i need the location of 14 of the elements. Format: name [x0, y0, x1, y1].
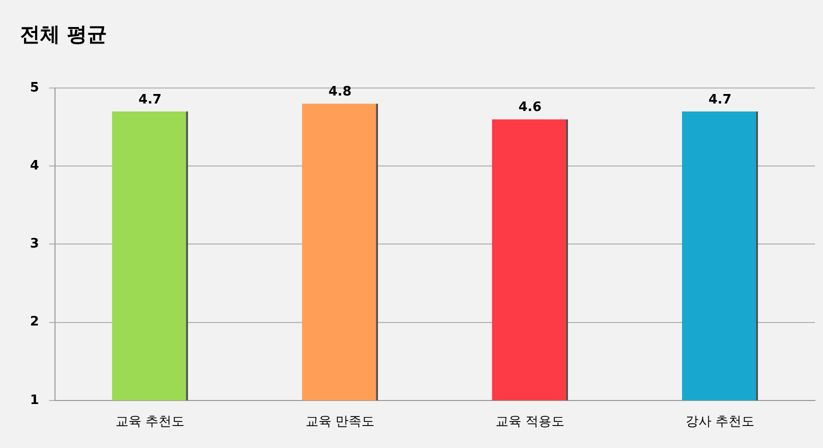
- data-label: 4.7: [138, 92, 162, 108]
- y-tick-label: 2: [30, 314, 40, 330]
- data-label: 4.8: [328, 84, 352, 100]
- data-label: 4.6: [518, 100, 542, 116]
- x-tick-label: 교육 적용도: [495, 414, 565, 430]
- y-tick-label: 3: [30, 236, 40, 252]
- x-tick-label: 교육 추천도: [115, 414, 185, 430]
- y-tick-label: 4: [30, 158, 40, 174]
- data-label: 4.7: [708, 92, 732, 108]
- x-tick-label: 교육 만족도: [305, 414, 375, 430]
- x-tick-label: 강사 추천도: [685, 414, 755, 430]
- y-tick-label: 1: [30, 392, 40, 408]
- y-tick-label: 5: [30, 80, 40, 96]
- chart-title: 전체 평균: [20, 22, 107, 46]
